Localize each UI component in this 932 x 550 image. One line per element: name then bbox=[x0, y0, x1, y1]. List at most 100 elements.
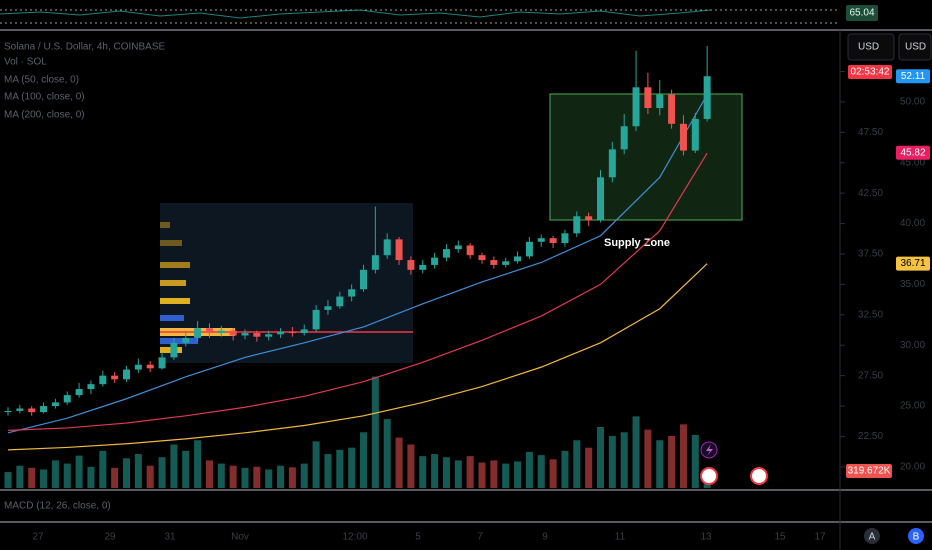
volume-bar bbox=[442, 457, 450, 488]
candle-body bbox=[431, 257, 439, 265]
candle-body bbox=[703, 76, 711, 119]
candle-body bbox=[170, 342, 178, 358]
candle-body bbox=[300, 329, 308, 334]
price-tag-label: 45.82 bbox=[900, 147, 925, 158]
symbol-title: Solana / U.S. Dollar, 4h, COINBASE bbox=[4, 42, 166, 53]
volume-bar bbox=[205, 460, 213, 488]
currency-button[interactable] bbox=[898, 33, 932, 61]
volume-bar bbox=[75, 455, 83, 488]
candle-body bbox=[111, 375, 119, 380]
candle-body bbox=[395, 239, 403, 261]
volume-bar bbox=[158, 457, 166, 488]
volume-bar bbox=[466, 456, 474, 488]
volume-bar bbox=[111, 467, 119, 488]
volume-tag bbox=[846, 464, 892, 479]
volume-bar bbox=[454, 460, 462, 488]
candle-body bbox=[644, 87, 652, 108]
x-tick-label: 12:00 bbox=[342, 532, 367, 543]
y-tick-label: 30.00 bbox=[900, 340, 925, 351]
candle-body bbox=[277, 331, 285, 335]
volume-bar bbox=[608, 436, 616, 488]
profile-bar bbox=[160, 338, 198, 344]
flag-icon[interactable] bbox=[700, 467, 718, 485]
x-tick-label: 17 bbox=[814, 532, 826, 543]
price-tag bbox=[896, 256, 930, 271]
candle-body bbox=[407, 260, 415, 270]
price-tag bbox=[896, 69, 930, 84]
corner-button[interactable] bbox=[908, 528, 924, 544]
y-tick-label: 37.50 bbox=[858, 249, 883, 260]
currency-button[interactable] bbox=[847, 33, 895, 61]
profile-bar bbox=[160, 240, 182, 246]
volume-bar bbox=[525, 451, 533, 488]
x-tick-label: 11 bbox=[615, 532, 626, 543]
volume-bar bbox=[502, 463, 510, 488]
y-tick-label: 22.50 bbox=[858, 431, 883, 442]
lightning-icon bbox=[706, 444, 713, 456]
candle-body bbox=[146, 364, 154, 369]
volume-bar bbox=[514, 461, 522, 488]
y-tick-label: 27.50 bbox=[858, 370, 883, 381]
currency-button-label[interactable]: USD bbox=[858, 42, 879, 53]
oscillator-tag bbox=[846, 5, 878, 21]
y-tick-label: 45.00 bbox=[900, 157, 925, 168]
volume-bar bbox=[537, 455, 545, 488]
volume-bar bbox=[573, 440, 581, 488]
y-tick-label: 20.00 bbox=[900, 462, 925, 473]
volume-bar bbox=[597, 426, 604, 488]
volume-bar bbox=[253, 466, 261, 488]
price-tag-label: 52.11 bbox=[901, 71, 926, 82]
candle-body bbox=[620, 126, 628, 150]
corner-button-label[interactable]: B bbox=[913, 532, 920, 543]
volume-bar bbox=[40, 469, 48, 488]
candle-body bbox=[597, 177, 604, 220]
candle-body bbox=[442, 249, 450, 258]
candle-body bbox=[217, 330, 225, 334]
currency-button-label[interactable]: USD bbox=[905, 42, 926, 53]
volume-bar bbox=[277, 465, 285, 488]
volume-tag-label: 319.672K bbox=[848, 466, 891, 477]
volume-bar bbox=[691, 434, 699, 488]
oscillator-line bbox=[0, 9, 711, 19]
profile-bar bbox=[160, 315, 184, 321]
volume-bar bbox=[336, 449, 344, 488]
corner-button-label[interactable]: A bbox=[869, 532, 876, 543]
candle-body bbox=[336, 296, 344, 307]
corner-button[interactable] bbox=[864, 528, 880, 544]
volume-bar bbox=[348, 447, 356, 488]
volume-bar bbox=[217, 463, 225, 488]
candle-body bbox=[608, 149, 616, 178]
oscillator-value: 65.04 bbox=[849, 8, 874, 19]
volume-bar bbox=[549, 459, 557, 488]
candle-body bbox=[537, 238, 545, 242]
volume-bar bbox=[170, 444, 178, 488]
candle-body bbox=[87, 384, 95, 390]
macd-label: MACD (12, 26, close, 0) bbox=[4, 501, 111, 512]
x-tick-label: Nov bbox=[231, 532, 249, 543]
moving-average bbox=[7, 263, 708, 451]
candle-body bbox=[229, 330, 237, 336]
candle-body bbox=[490, 260, 498, 265]
countdown-tag bbox=[848, 65, 892, 79]
y-tick-label: 42.50 bbox=[858, 188, 883, 199]
indicator-label: MA (100, close, 0) bbox=[4, 92, 85, 103]
y-tick-label: 47.50 bbox=[858, 127, 883, 138]
volume-bar bbox=[490, 460, 498, 488]
volume-bar bbox=[63, 463, 71, 488]
x-tick-label: 5 bbox=[415, 532, 421, 543]
volume-bar bbox=[229, 465, 237, 488]
candle-body bbox=[348, 289, 356, 297]
candle-body bbox=[549, 238, 557, 244]
candle-body bbox=[40, 406, 48, 413]
candle-body bbox=[454, 245, 462, 250]
volume-bar bbox=[395, 437, 403, 488]
candle-body bbox=[158, 357, 166, 369]
volume-bar bbox=[324, 454, 332, 488]
flag-icon[interactable] bbox=[750, 467, 768, 485]
volume-bar bbox=[407, 444, 415, 488]
moving-average bbox=[7, 94, 708, 434]
volume-bar bbox=[371, 376, 379, 488]
volume-bar bbox=[561, 450, 569, 488]
volume-bar bbox=[360, 432, 367, 488]
candle-body bbox=[656, 94, 664, 108]
